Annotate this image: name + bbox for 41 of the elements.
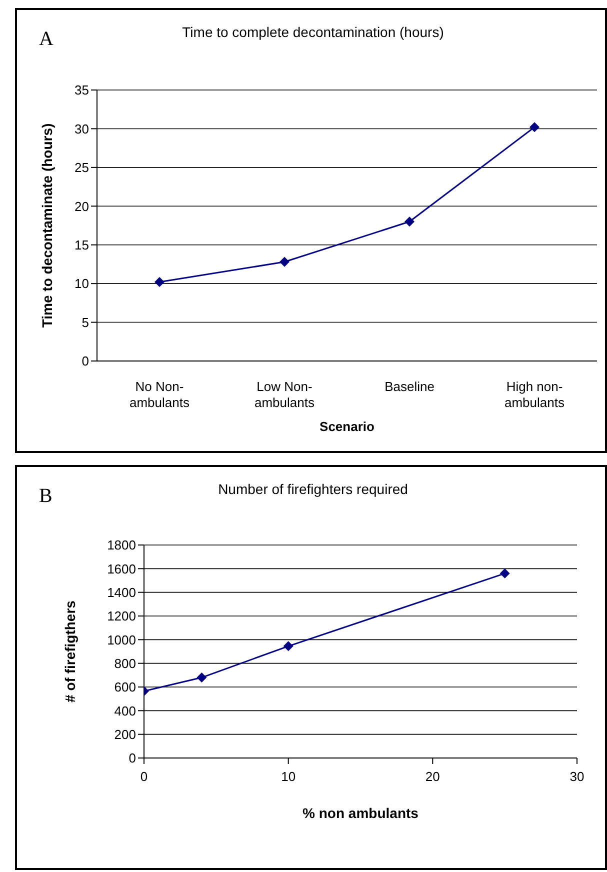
y-tick-label: 30 <box>74 121 89 136</box>
point <box>404 216 414 227</box>
point <box>196 672 207 683</box>
x-tick-label: 30 <box>570 769 584 784</box>
x-tick-label: 10 <box>281 769 296 784</box>
y-tick-label: 1600 <box>107 561 136 576</box>
chart-title: Number of firefighters required <box>218 481 408 497</box>
y-tick-label: 1400 <box>107 584 136 600</box>
x-tick-label: Baseline <box>384 379 434 394</box>
text: A <box>39 28 54 51</box>
y-tick-label: 35 <box>74 82 89 98</box>
y-tick-label: 800 <box>114 656 136 671</box>
y-tick-label: 1200 <box>107 608 136 624</box>
y-tick-label: 200 <box>114 726 136 742</box>
x-axis-title: Scenario <box>320 419 375 434</box>
x-tick-label: No Non-ambulants <box>130 379 190 410</box>
point <box>530 122 540 132</box>
y-tick-label: 10 <box>74 276 89 292</box>
y-tick-label: 0 <box>128 750 136 766</box>
y-axis-title: Time to decontaminate (hours) <box>38 123 55 328</box>
text: B <box>39 485 52 508</box>
point <box>283 641 294 652</box>
y-tick-label: 0 <box>82 354 89 369</box>
y-tick-label: 1000 <box>107 632 136 648</box>
point <box>154 277 164 288</box>
y-tick-label: 25 <box>74 160 89 176</box>
x-tick-label: 20 <box>425 769 440 784</box>
chart-title: Time to complete decontamination (hours) <box>182 24 444 40</box>
y-tick-label: 5 <box>82 314 89 330</box>
y-tick-label: 20 <box>74 198 89 214</box>
y-axis-title: # of firefigthers <box>62 600 78 702</box>
x-tick-label: 0 <box>140 769 148 784</box>
x-tick-label: High non-ambulants <box>504 379 565 410</box>
y-tick-label: 600 <box>114 680 136 695</box>
point <box>280 256 290 267</box>
x-axis-title: % non ambulants <box>302 805 419 821</box>
point <box>500 568 510 578</box>
y-tick-label: 1800 <box>107 538 136 553</box>
y-tick-label: 15 <box>74 237 89 252</box>
x-tick-label: Low Non-ambulants <box>254 379 315 410</box>
y-tick-label: 400 <box>114 703 136 718</box>
